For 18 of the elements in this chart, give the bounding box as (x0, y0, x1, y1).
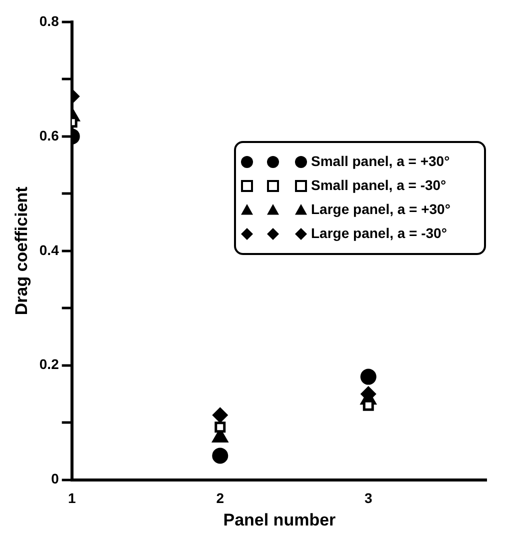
y-axis-title: Drag coefficient (12, 186, 31, 316)
x-axis-title: Panel number (223, 510, 336, 530)
legend-label: Small panel, a = +30° (311, 152, 450, 169)
point (360, 368, 376, 385)
y-tick-label: 0.6 (39, 127, 60, 144)
x-tick-label: 3 (364, 490, 372, 506)
y-tick-label: 0.8 (39, 12, 60, 29)
point (212, 448, 228, 464)
point (212, 407, 228, 424)
legend-label: Large panel, a = -30° (311, 224, 447, 241)
point (214, 422, 226, 433)
x-tick-label: 2 (216, 490, 224, 506)
x-tick-label: 1 (68, 490, 76, 506)
legend-label: Small panel, a = -30° (311, 176, 446, 193)
y-tick-label: 0.2 (39, 356, 60, 372)
y-tick-label: 0.4 (39, 242, 60, 258)
legend-label: Large panel, a = +30° (311, 200, 450, 217)
y-tick-label: 0 (51, 470, 60, 487)
